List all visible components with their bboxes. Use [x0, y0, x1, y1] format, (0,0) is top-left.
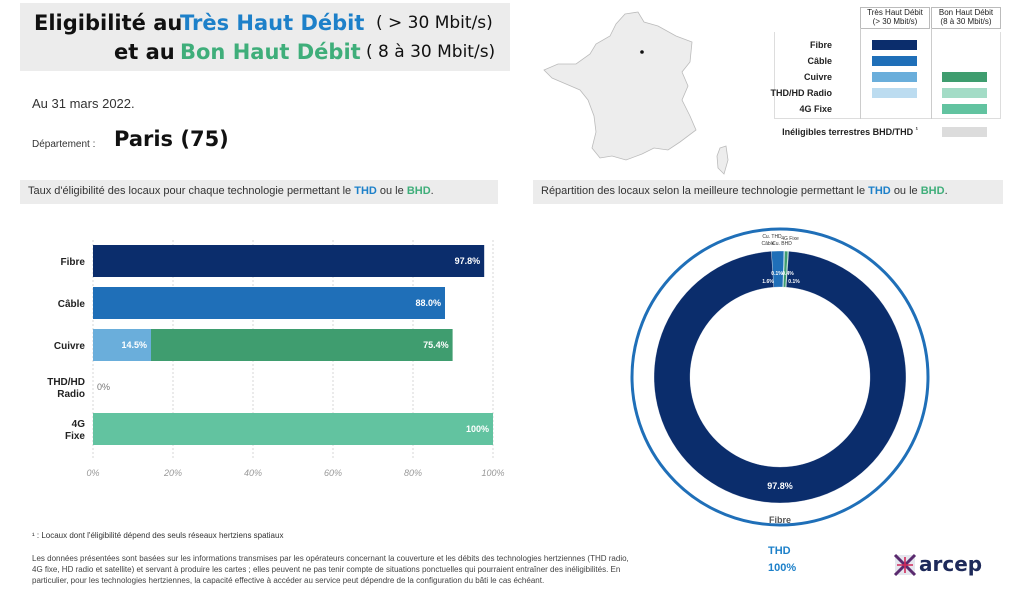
left-panel-title-prefix: Taux d'éligibilité des locaux pour chaqu… — [28, 185, 352, 197]
donut-slice-label: Câble — [761, 241, 774, 247]
donut-value-label: 0.4% — [782, 271, 794, 277]
right-panel-title-band: Répartition des locaux selon la meilleur… — [533, 180, 1003, 204]
corsica-shape — [716, 145, 729, 175]
paris-marker — [640, 50, 644, 54]
legend-header-bhd-line2: (8 à 30 Mbit/s) — [940, 17, 992, 26]
bar-category-label: THD/HD — [47, 377, 85, 388]
title-line2-prefix: et au — [114, 40, 175, 64]
legend-swatch-radio-bhd — [942, 88, 987, 98]
legend-label-4g: 4G Fixe — [799, 104, 832, 114]
legend-label-cable: Câble — [807, 56, 832, 66]
bar-value-label: 97.8% — [455, 256, 481, 266]
bar-mark — [93, 287, 445, 319]
donut-slice — [653, 251, 907, 504]
bar-value-label: 0% — [97, 382, 110, 392]
right-panel-title-suffix: . — [944, 185, 948, 197]
legend-label-fibre: Fibre — [809, 40, 832, 50]
donut-slice-label: Cu. BHD — [772, 241, 792, 247]
legend-header-thd: Très Haut Débit (> 30 Mbit/s) — [860, 7, 930, 29]
donut-outer-ring — [630, 227, 930, 527]
bar-x-tick-label: 60% — [324, 468, 342, 478]
donut-slice-label: 4G Fixe — [781, 236, 799, 242]
department-label: Département : — [32, 139, 96, 150]
right-panel-title-mid: ou le — [893, 185, 918, 197]
right-panel-title: Répartition des locaux selon la meilleur… — [541, 185, 948, 197]
bar-mark — [93, 413, 493, 445]
legend-header-bhd: Bon Haut Débit (8 à 30 Mbit/s) — [931, 7, 1001, 29]
left-panel-title-thd: THD — [354, 185, 377, 197]
thd-total-label: THD — [768, 545, 791, 557]
legend: Très Haut Débit (> 30 Mbit/s) Bon Haut D… — [0, 0, 1010, 160]
arcep-logo-text: arcep — [919, 552, 983, 576]
legend-swatch-cuivre-thd — [872, 72, 917, 82]
bar-value-label: 14.5% — [121, 340, 147, 350]
legend-header-bhd-line1: Bon Haut Débit — [938, 8, 994, 17]
bar-x-tick-label: 20% — [163, 468, 182, 478]
title-line2-tech: Bon Haut Débit — [180, 40, 361, 64]
title-line1-speed: ( > 30 Mbit/s) — [376, 13, 493, 33]
bar-category-label: Câble — [58, 299, 86, 310]
bar-category-label: 4G — [72, 419, 86, 430]
department-name: Paris (75) — [114, 127, 229, 151]
right-panel-title-prefix: Répartition des locaux selon la meilleur… — [541, 185, 866, 197]
bar-mark — [93, 329, 151, 361]
legend-frame — [774, 32, 1001, 119]
legend-thd-column — [860, 28, 932, 119]
bar-category-label: Cuivre — [54, 341, 86, 352]
donut-value-label: 0.1% — [771, 271, 783, 277]
title-line1-tech: Très Haut Débit — [180, 11, 365, 35]
bar-category-label: Fixe — [65, 431, 85, 442]
legend-ineligible-text: Inéligibles terrestres BHD/THD — [782, 127, 914, 137]
title-line2-speed: ( 8 à 30 Mbit/s) — [366, 42, 496, 62]
donut-slice-label: Cu. THD — [762, 234, 782, 240]
legend-swatch-fibre-thd — [872, 40, 917, 50]
legend-ineligible-mark: ¹ — [915, 127, 918, 134]
left-panel-title-suffix: . — [430, 185, 434, 197]
france-mainland-shape — [543, 11, 697, 161]
bar-value-label: 75.4% — [423, 340, 449, 350]
bar-mark — [151, 329, 453, 361]
france-map — [543, 11, 729, 175]
right-panel-title-bhd: BHD — [920, 185, 945, 197]
footnote-ineligible: ¹ : Locaux dont l'éligibilité dépend des… — [32, 531, 284, 540]
eligibility-bar-chart: 0% 20% 40% 60% 80% 100% Fibre 97.8% Câble 88.0% Cu… — [47, 240, 505, 478]
legend-swatch-ineligible — [942, 127, 987, 137]
bar-x-tick-label: 0% — [86, 468, 99, 478]
donut-value-label: 97.8% — [767, 481, 793, 491]
arcep-logo-icon — [893, 553, 917, 577]
donut-value-label: 1.6% — [762, 279, 774, 285]
legend-label-cuivre: Cuivre — [803, 72, 832, 82]
left-panel-title-bhd: BHD — [406, 185, 431, 197]
bar-category-label: Radio — [57, 389, 85, 400]
bar-category-label: Fibre — [61, 257, 86, 268]
left-panel-title: Taux d'éligibilité des locaux pour chaqu… — [28, 185, 434, 197]
legend-swatch-4g-bhd — [942, 104, 987, 114]
title-box: Eligibilité au Très Haut Débit ( > 30 Mb… — [20, 3, 510, 71]
legend-label-ineligible: Inéligibles terrestres BHD/THD ¹ — [782, 127, 918, 137]
legend-header-thd-line1: Très Haut Débit — [867, 8, 923, 17]
legend-swatch-cuivre-bhd — [942, 72, 987, 82]
bar-x-tick-label: 40% — [244, 468, 262, 478]
footnote-data-source: Les données présentées sont basées sur l… — [32, 554, 629, 585]
legend-swatch-cable-thd — [872, 56, 917, 66]
right-panel-title-thd: THD — [868, 185, 891, 197]
arcep-logo: arcep — [893, 552, 982, 582]
left-panel-title-band: Taux d'éligibilité des locaux pour chaqu… — [20, 180, 498, 204]
legend-swatch-radio-thd — [872, 88, 917, 98]
donut-value-label: 0.1% — [788, 279, 800, 285]
bar-value-label: 100% — [466, 424, 489, 434]
bar-x-tick-label: 100% — [481, 468, 504, 478]
bar-mark — [93, 245, 485, 277]
title-line1-prefix: Eligibilité au — [34, 11, 183, 35]
legend-label-radio: THD/HD Radio — [770, 88, 833, 98]
donut-slice-label: Fibre — [769, 515, 791, 525]
bar-value-label: 88.0% — [415, 298, 441, 308]
bar-x-tick-label: 80% — [404, 468, 422, 478]
left-panel-title-mid: ou le — [379, 185, 404, 197]
report-date: Au 31 mars 2022. — [32, 96, 135, 111]
thd-total-value: 100% — [768, 562, 797, 574]
legend-header-thd-line2: (> 30 Mbit/s) — [872, 17, 918, 26]
